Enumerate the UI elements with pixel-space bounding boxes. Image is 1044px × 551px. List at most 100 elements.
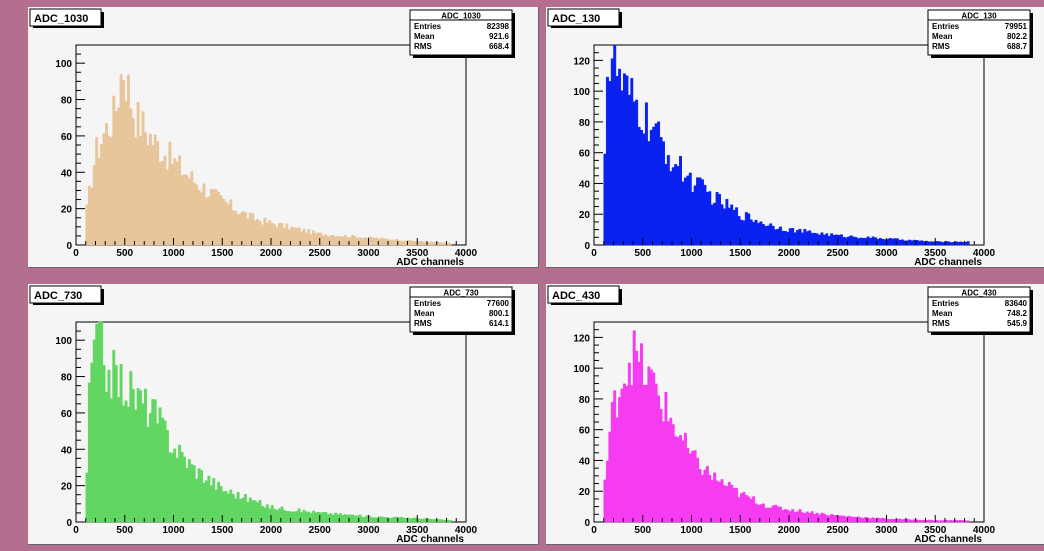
stats-box-frame bbox=[409, 9, 513, 56]
x-tick-label: 1000 bbox=[162, 525, 185, 536]
x-tick-label: 1500 bbox=[729, 248, 752, 259]
x-tick-label: 2500 bbox=[827, 248, 850, 259]
histogram-panel-adc-130[interactable]: ADC_130 0 500 1000 1500 2000 2500 3000 3500 4000 A… bbox=[546, 7, 1044, 268]
stats-entries-label: Entries bbox=[414, 299, 442, 308]
y-tick-label: 0 bbox=[66, 241, 72, 252]
histogram-bars-adc-430 bbox=[603, 330, 970, 523]
chart-title-adc-730: ADC_730 bbox=[29, 285, 104, 305]
stats-box-shadow bbox=[1030, 13, 1033, 58]
x-tick-label: 3000 bbox=[357, 525, 380, 536]
stats-box-frame bbox=[927, 9, 1031, 56]
y-tick-label: 40 bbox=[579, 456, 591, 467]
x-tick-label: 500 bbox=[116, 248, 133, 259]
histogram-bars-adc-1030 bbox=[85, 74, 452, 246]
stats-mean-value: 800.1 bbox=[489, 309, 510, 318]
chart-title-shadow bbox=[619, 12, 622, 28]
chart-title-text: ADC_430 bbox=[552, 290, 600, 302]
y-tick-label: 80 bbox=[61, 373, 73, 384]
y-tick-label: 40 bbox=[61, 168, 73, 179]
x-axis-label: ADC channels bbox=[914, 534, 982, 544]
y-tick-label: 40 bbox=[579, 179, 591, 190]
stats-entries-value: 82398 bbox=[487, 22, 510, 31]
y-tick-label: 100 bbox=[55, 59, 72, 70]
y-tick-label: 100 bbox=[573, 364, 590, 375]
y-axis: 0 20 40 60 80 100 120 bbox=[573, 321, 603, 529]
chart-title-adc-430: ADC_430 bbox=[547, 285, 622, 305]
x-tick-label: 1000 bbox=[680, 525, 703, 536]
x-tick-label: 3500 bbox=[406, 248, 429, 259]
stats-rms-label: RMS bbox=[414, 42, 432, 51]
y-tick-label: 80 bbox=[579, 118, 591, 129]
x-tick-label: 1000 bbox=[680, 248, 703, 259]
chart-title-shadow bbox=[551, 26, 622, 28]
y-tick-label: 20 bbox=[579, 487, 591, 498]
stats-rms-value: 614.1 bbox=[489, 319, 510, 328]
stats-name: ADC_430 bbox=[961, 289, 997, 298]
x-tick-label: 500 bbox=[634, 248, 651, 259]
stats-box-shadow bbox=[512, 13, 515, 58]
stats-rms-label: RMS bbox=[932, 319, 950, 328]
histogram-bars-adc-730 bbox=[85, 321, 452, 523]
y-tick-label: 20 bbox=[61, 205, 73, 216]
histogram-bins bbox=[603, 44, 970, 246]
histogram-panel-adc-730[interactable]: ADC_730 0 500 1000 1500 2000 2500 3000 3500 4000 A… bbox=[28, 284, 539, 545]
chart-title-shadow bbox=[33, 26, 104, 28]
x-tick-label: 0 bbox=[591, 248, 597, 259]
y-tick-label: 60 bbox=[579, 149, 591, 160]
x-tick-label: 0 bbox=[73, 525, 79, 536]
stats-mean-label: Mean bbox=[414, 309, 435, 318]
histogram-panel-adc-1030[interactable]: ADC_1030 0 500 1000 1500 2000 2500 3000 3500 4000… bbox=[28, 7, 539, 268]
stats-entries-label: Entries bbox=[932, 299, 960, 308]
x-tick-label: 4000 bbox=[973, 525, 996, 536]
x-tick-label: 3000 bbox=[875, 248, 898, 259]
x-tick-label: 3000 bbox=[357, 248, 380, 259]
histogram-panel-adc-430[interactable]: ADC_430 0 500 1000 1500 2000 2500 3000 3500 4000 A… bbox=[546, 284, 1044, 545]
stats-rms-value: 668.4 bbox=[489, 42, 510, 51]
stats-mean-value: 748.2 bbox=[1007, 309, 1028, 318]
stats-rms-value: 688.7 bbox=[1007, 42, 1028, 51]
x-tick-label: 3500 bbox=[924, 525, 947, 536]
x-axis-label: ADC channels bbox=[914, 257, 982, 267]
y-tick-label: 60 bbox=[61, 132, 73, 143]
stats-rms-value: 545.9 bbox=[1007, 319, 1028, 328]
y-tick-label: 100 bbox=[55, 336, 72, 347]
stats-box-frame bbox=[927, 286, 1031, 333]
y-axis: 0 20 40 60 80 100 bbox=[55, 44, 85, 252]
y-axis: 0 20 40 60 80 100 120 bbox=[573, 44, 603, 252]
stats-entries-value: 77600 bbox=[487, 299, 510, 308]
stats-box-shadow bbox=[413, 55, 515, 58]
x-tick-label: 500 bbox=[116, 525, 133, 536]
y-tick-label: 0 bbox=[584, 241, 590, 252]
x-tick-label: 0 bbox=[591, 525, 597, 536]
stats-box-shadow bbox=[413, 332, 515, 335]
x-axis-label: ADC channels bbox=[396, 534, 464, 544]
stats-mean-value: 802.2 bbox=[1007, 32, 1028, 41]
chart-title-shadow bbox=[101, 289, 104, 305]
histogram-bars-adc-130 bbox=[603, 44, 970, 246]
chart-title-text: ADC_1030 bbox=[34, 13, 88, 25]
chart-title-text: ADC_730 bbox=[34, 290, 82, 302]
y-axis: 0 20 40 60 80 100 bbox=[55, 321, 85, 529]
stats-rms-label: RMS bbox=[932, 42, 950, 51]
y-tick-label: 60 bbox=[579, 426, 591, 437]
x-tick-label: 2500 bbox=[309, 525, 332, 536]
stats-name: ADC_1030 bbox=[441, 12, 481, 21]
stats-mean-label: Mean bbox=[932, 32, 953, 41]
y-tick-label: 0 bbox=[584, 518, 590, 529]
stats-mean-label: Mean bbox=[414, 32, 435, 41]
x-axis-label: ADC channels bbox=[396, 257, 464, 267]
y-tick-label: 20 bbox=[61, 482, 73, 493]
x-tick-label: 2000 bbox=[260, 525, 283, 536]
chart-title-shadow bbox=[101, 12, 104, 28]
stats-box-frame bbox=[409, 286, 513, 333]
chart-title-shadow bbox=[619, 289, 622, 305]
y-tick-label: 120 bbox=[573, 56, 590, 67]
